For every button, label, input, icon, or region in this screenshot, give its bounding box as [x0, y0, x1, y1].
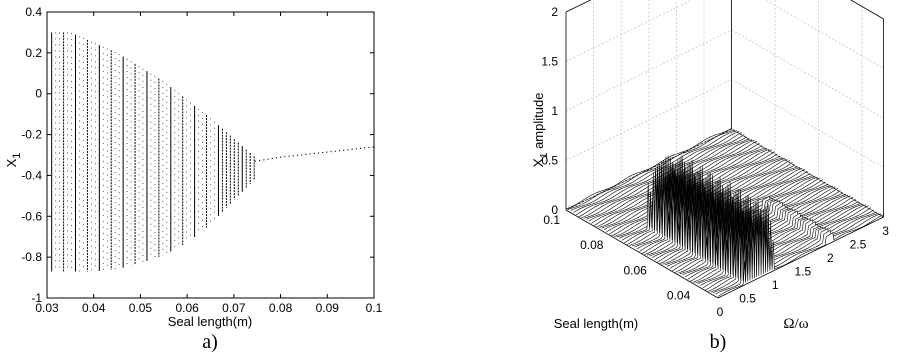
periodic-point — [317, 152, 320, 154]
waterfall-trace — [568, 129, 735, 210]
periodic-point — [372, 146, 374, 148]
y-axis-label: X1 — [4, 153, 23, 168]
periodic-point — [271, 157, 273, 160]
x-tick-label: 1.5 — [794, 265, 811, 279]
depth-tick-label: 0.04 — [667, 288, 691, 302]
axis-line — [565, 209, 719, 299]
axis-line — [565, 0, 592, 13]
x-axis-label: Ω/ω — [783, 316, 808, 332]
waterfall-trace — [717, 213, 884, 297]
periodic-point — [275, 157, 277, 159]
axis-ticks: 0 0.5 1 1.5 2 2.5 3 0.1 0.08 0.06 0.04 0 0.5 1 1.5 2 — [541, 5, 889, 319]
waterfall-trace — [700, 204, 867, 286]
grid-line — [565, 29, 732, 112]
periodic-point — [309, 153, 311, 155]
periodic-point — [359, 147, 362, 149]
depth-tick-label: 0.1 — [543, 213, 560, 227]
periodic-point — [263, 159, 265, 161]
y-tick-label: 0.4 — [25, 5, 42, 19]
depth-tick-label: 0.08 — [580, 238, 604, 252]
z-tick-label: 1 — [551, 104, 558, 118]
x-tick-label: 0.06 — [175, 301, 199, 315]
periodic-point — [368, 146, 370, 149]
x-tick-label: 0 — [717, 305, 724, 319]
grid-line — [731, 29, 884, 119]
periodic-point — [267, 158, 269, 160]
grid — [565, 0, 884, 218]
periodic-point — [347, 149, 349, 151]
y-tick-label: -0.6 — [21, 209, 42, 223]
periodic-point — [313, 152, 315, 155]
y-tick-label: 0.2 — [25, 46, 42, 60]
periodic-point — [364, 147, 366, 149]
grid-line — [565, 0, 592, 13]
caption-a: a) — [202, 331, 218, 352]
z-tick-label: 2 — [551, 5, 558, 19]
periodic-point — [351, 148, 353, 150]
axis-ticks: 0.03 0.04 0.05 0.06 0.07 0.08 0.09 0.1 0.4 0.2 0 -0… — [21, 5, 382, 315]
x-tick-label: 2 — [827, 251, 834, 265]
periodic-point — [330, 151, 332, 153]
waterfall-trace — [570, 130, 737, 211]
y-tick-label: -0.8 — [21, 250, 42, 264]
periodic-point — [326, 151, 328, 153]
x-tick-label: 0.05 — [129, 301, 153, 315]
y-tick-label: -0.2 — [21, 128, 42, 142]
waterfall-trace — [573, 130, 740, 213]
axis-line — [717, 216, 884, 299]
periodic-point — [343, 149, 345, 151]
axis-line — [849, 0, 884, 20]
grid-line — [731, 128, 884, 218]
periodic-point — [254, 160, 256, 162]
periodic-point — [284, 156, 286, 158]
periodic-point — [355, 148, 357, 150]
grid-line — [849, 0, 884, 20]
periodic-point — [305, 153, 307, 155]
periodic-point — [296, 154, 299, 156]
waterfall-traces — [565, 128, 884, 297]
y-tick-label: -1 — [31, 291, 42, 305]
bifurcation-chart: 0.03 0.04 0.05 0.06 0.07 0.08 0.09 0.1 0.4 0.2 0 -0… — [4, 5, 383, 352]
periodic-point — [280, 156, 282, 158]
waterfall-trace — [565, 128, 732, 210]
depth-tick-label: 0.06 — [623, 263, 647, 277]
x-tick-label: 0.5 — [739, 292, 756, 306]
x-axis-label: Seal length(m) — [168, 314, 253, 329]
x-tick-label: 0.03 — [35, 301, 59, 315]
x-tick-label: 0.09 — [316, 301, 340, 315]
periodic-point — [334, 150, 336, 152]
x-tick-label: 1 — [772, 278, 779, 292]
grid-line — [764, 0, 884, 69]
periodic-point — [322, 151, 324, 154]
y-tick-label: 0 — [35, 87, 42, 101]
x-tick-label: 2.5 — [850, 238, 867, 252]
grid-line — [731, 79, 884, 168]
depth-axis-label: Seal length(m) — [554, 316, 639, 331]
periodic-point — [288, 155, 290, 157]
y-tick-label: -0.4 — [21, 168, 42, 182]
waterfall-trace — [575, 132, 742, 216]
x-tick-label: 0.07 — [222, 301, 246, 315]
bifurcation-points — [51, 32, 374, 272]
caption-b: b) — [710, 331, 727, 352]
x-tick-label: 0.08 — [269, 301, 293, 315]
z-tick-label: 0 — [551, 203, 558, 217]
x-tick-label: 0.04 — [82, 301, 106, 315]
x-tick-label: 3 — [882, 224, 889, 238]
z-tick-label: 1.5 — [541, 55, 558, 69]
periodic-point — [338, 150, 341, 152]
z-axis-label: X1 amplitude — [530, 93, 550, 168]
periodic-point — [292, 155, 294, 157]
waterfall-chart: 0 0.5 1 1.5 2 2.5 3 0.1 0.08 0.06 0.04 0 0.5 1 1.5 2 X1… — [530, 0, 889, 352]
x-tick-label: 0.1 — [366, 301, 383, 315]
z-tick-label: 0.5 — [541, 154, 558, 168]
periodic-point — [301, 154, 303, 156]
periodic-point — [259, 159, 261, 162]
